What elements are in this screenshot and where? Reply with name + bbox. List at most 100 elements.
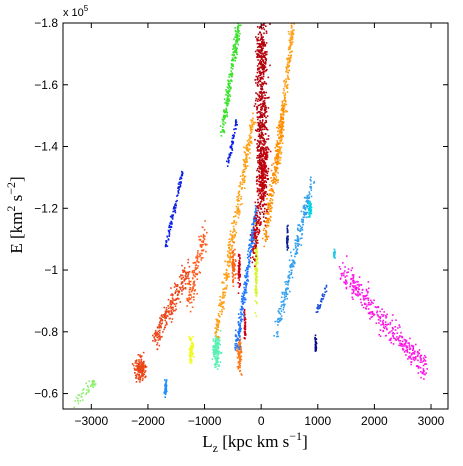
data-point [278,312,281,314]
data-point [243,159,245,161]
data-point [406,351,409,353]
data-point [275,154,278,156]
data-point [259,205,262,208]
data-point [422,364,425,367]
data-point [410,361,412,363]
data-point [391,326,394,329]
data-point [259,20,261,22]
data-point [222,120,224,122]
data-point [170,216,173,219]
data-point [257,85,259,87]
data-point [265,58,268,60]
data-point [247,265,249,267]
data-point [309,204,312,207]
data-point [261,186,264,188]
data-point [347,271,349,273]
data-point [198,235,200,238]
data-point [203,237,205,240]
data-point [139,368,141,370]
data-point [228,252,231,255]
data-point [267,107,270,109]
data-point [182,288,184,291]
data-point [211,358,214,360]
data-point [243,181,246,184]
data-point [277,130,279,133]
data-point [167,239,170,241]
data-point [235,221,238,224]
data-point [165,386,167,389]
data-point [260,106,262,109]
data-point [261,170,264,172]
data-point [287,57,290,59]
data-point [279,156,282,159]
x-tick-label: −2000 [131,414,165,428]
data-point [229,260,232,263]
data-point [212,345,215,347]
data-point [214,352,216,355]
data-point [260,86,262,88]
data-point [172,214,174,216]
data-point [266,68,268,71]
data-point [227,157,230,159]
data-point [248,239,251,241]
data-point [399,342,401,345]
data-point [245,160,248,163]
data-point [412,349,414,352]
data-point [262,205,264,208]
data-point [260,175,263,178]
data-point [260,103,262,105]
data-point [299,230,301,233]
data-point [287,77,289,80]
data-point [286,225,289,228]
data-point [194,267,197,269]
data-point [191,296,193,298]
data-point [245,272,248,275]
data-point [349,283,352,286]
data-point [255,287,257,289]
data-point [261,63,264,66]
data-point [274,174,276,176]
data-point [259,190,261,192]
data-point [256,214,258,217]
data-point [262,195,264,198]
data-point [278,161,281,164]
data-point [233,237,235,239]
data-point [272,194,274,196]
data-point [376,311,378,314]
data-point [167,229,170,232]
data-point [170,221,173,223]
data-point [220,303,222,305]
data-point [220,301,223,303]
data-point [290,20,292,22]
data-point [371,310,374,313]
scatter-cluster [285,224,290,251]
data-point [293,29,295,31]
data-point [259,192,262,194]
data-point [286,243,288,246]
data-point [260,141,262,144]
data-point [396,332,399,334]
data-point [352,274,355,276]
data-point [238,275,241,278]
data-point [156,326,159,329]
data-point [170,321,173,323]
data-point [367,299,370,301]
data-point [310,195,313,198]
data-point [281,101,284,103]
data-point [245,166,247,169]
data-point [286,287,288,289]
data-point [384,335,387,337]
data-point [386,313,388,316]
data-point [308,197,310,199]
data-point [156,342,159,344]
data-point [289,266,292,269]
data-point [275,161,278,163]
data-point [255,285,257,287]
data-point [138,378,140,381]
data-point [154,331,157,334]
scatter-cluster [338,255,428,380]
data-point [166,314,168,317]
data-point [140,360,143,363]
data-point [277,160,279,162]
data-point [173,207,176,210]
